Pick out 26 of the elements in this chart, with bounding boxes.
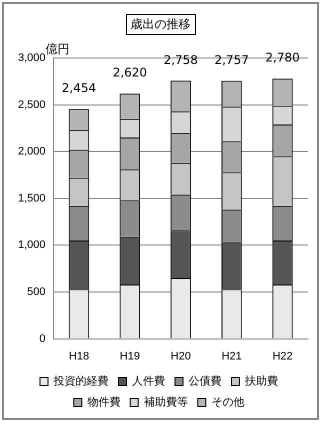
chart-title: 歳出の推移 <box>126 14 196 35</box>
x-tick-label: H21 <box>222 350 242 362</box>
x-tick-label: H19 <box>120 350 140 362</box>
x-tick-label: H22 <box>272 350 293 362</box>
legend-label: 補助費等 <box>144 396 188 409</box>
y-tick-label: 500 <box>27 286 46 298</box>
legend-label: 投資的経費 <box>52 374 108 388</box>
x-tick-label: H18 <box>68 350 90 362</box>
legend-label: その他 <box>211 396 244 409</box>
x-tick-label: H20 <box>170 350 191 362</box>
y-tick-label: 0 <box>39 332 46 345</box>
total-label: 2,780 <box>265 50 300 65</box>
total-label: 2,758 <box>164 52 198 67</box>
legend-label: 扶助費 <box>244 374 278 388</box>
total-label: 2,620 <box>112 66 148 80</box>
total-label: 2,454 <box>62 81 96 96</box>
y-tick-label: 3,000 <box>18 52 46 64</box>
legend-label: 人件費 <box>132 374 165 388</box>
y-tick-label: 1,000 <box>18 239 46 252</box>
y-tick-label: 2,500 <box>18 98 46 111</box>
legend-label: 公債費 <box>188 374 222 388</box>
legend-label: 物件費 <box>87 396 120 409</box>
y-tick-label: 1,500 <box>18 192 46 204</box>
y-axis-title: 億円 <box>46 42 70 56</box>
y-tick-label: 2,000 <box>18 146 46 158</box>
total-label: 2,757 <box>214 52 249 67</box>
